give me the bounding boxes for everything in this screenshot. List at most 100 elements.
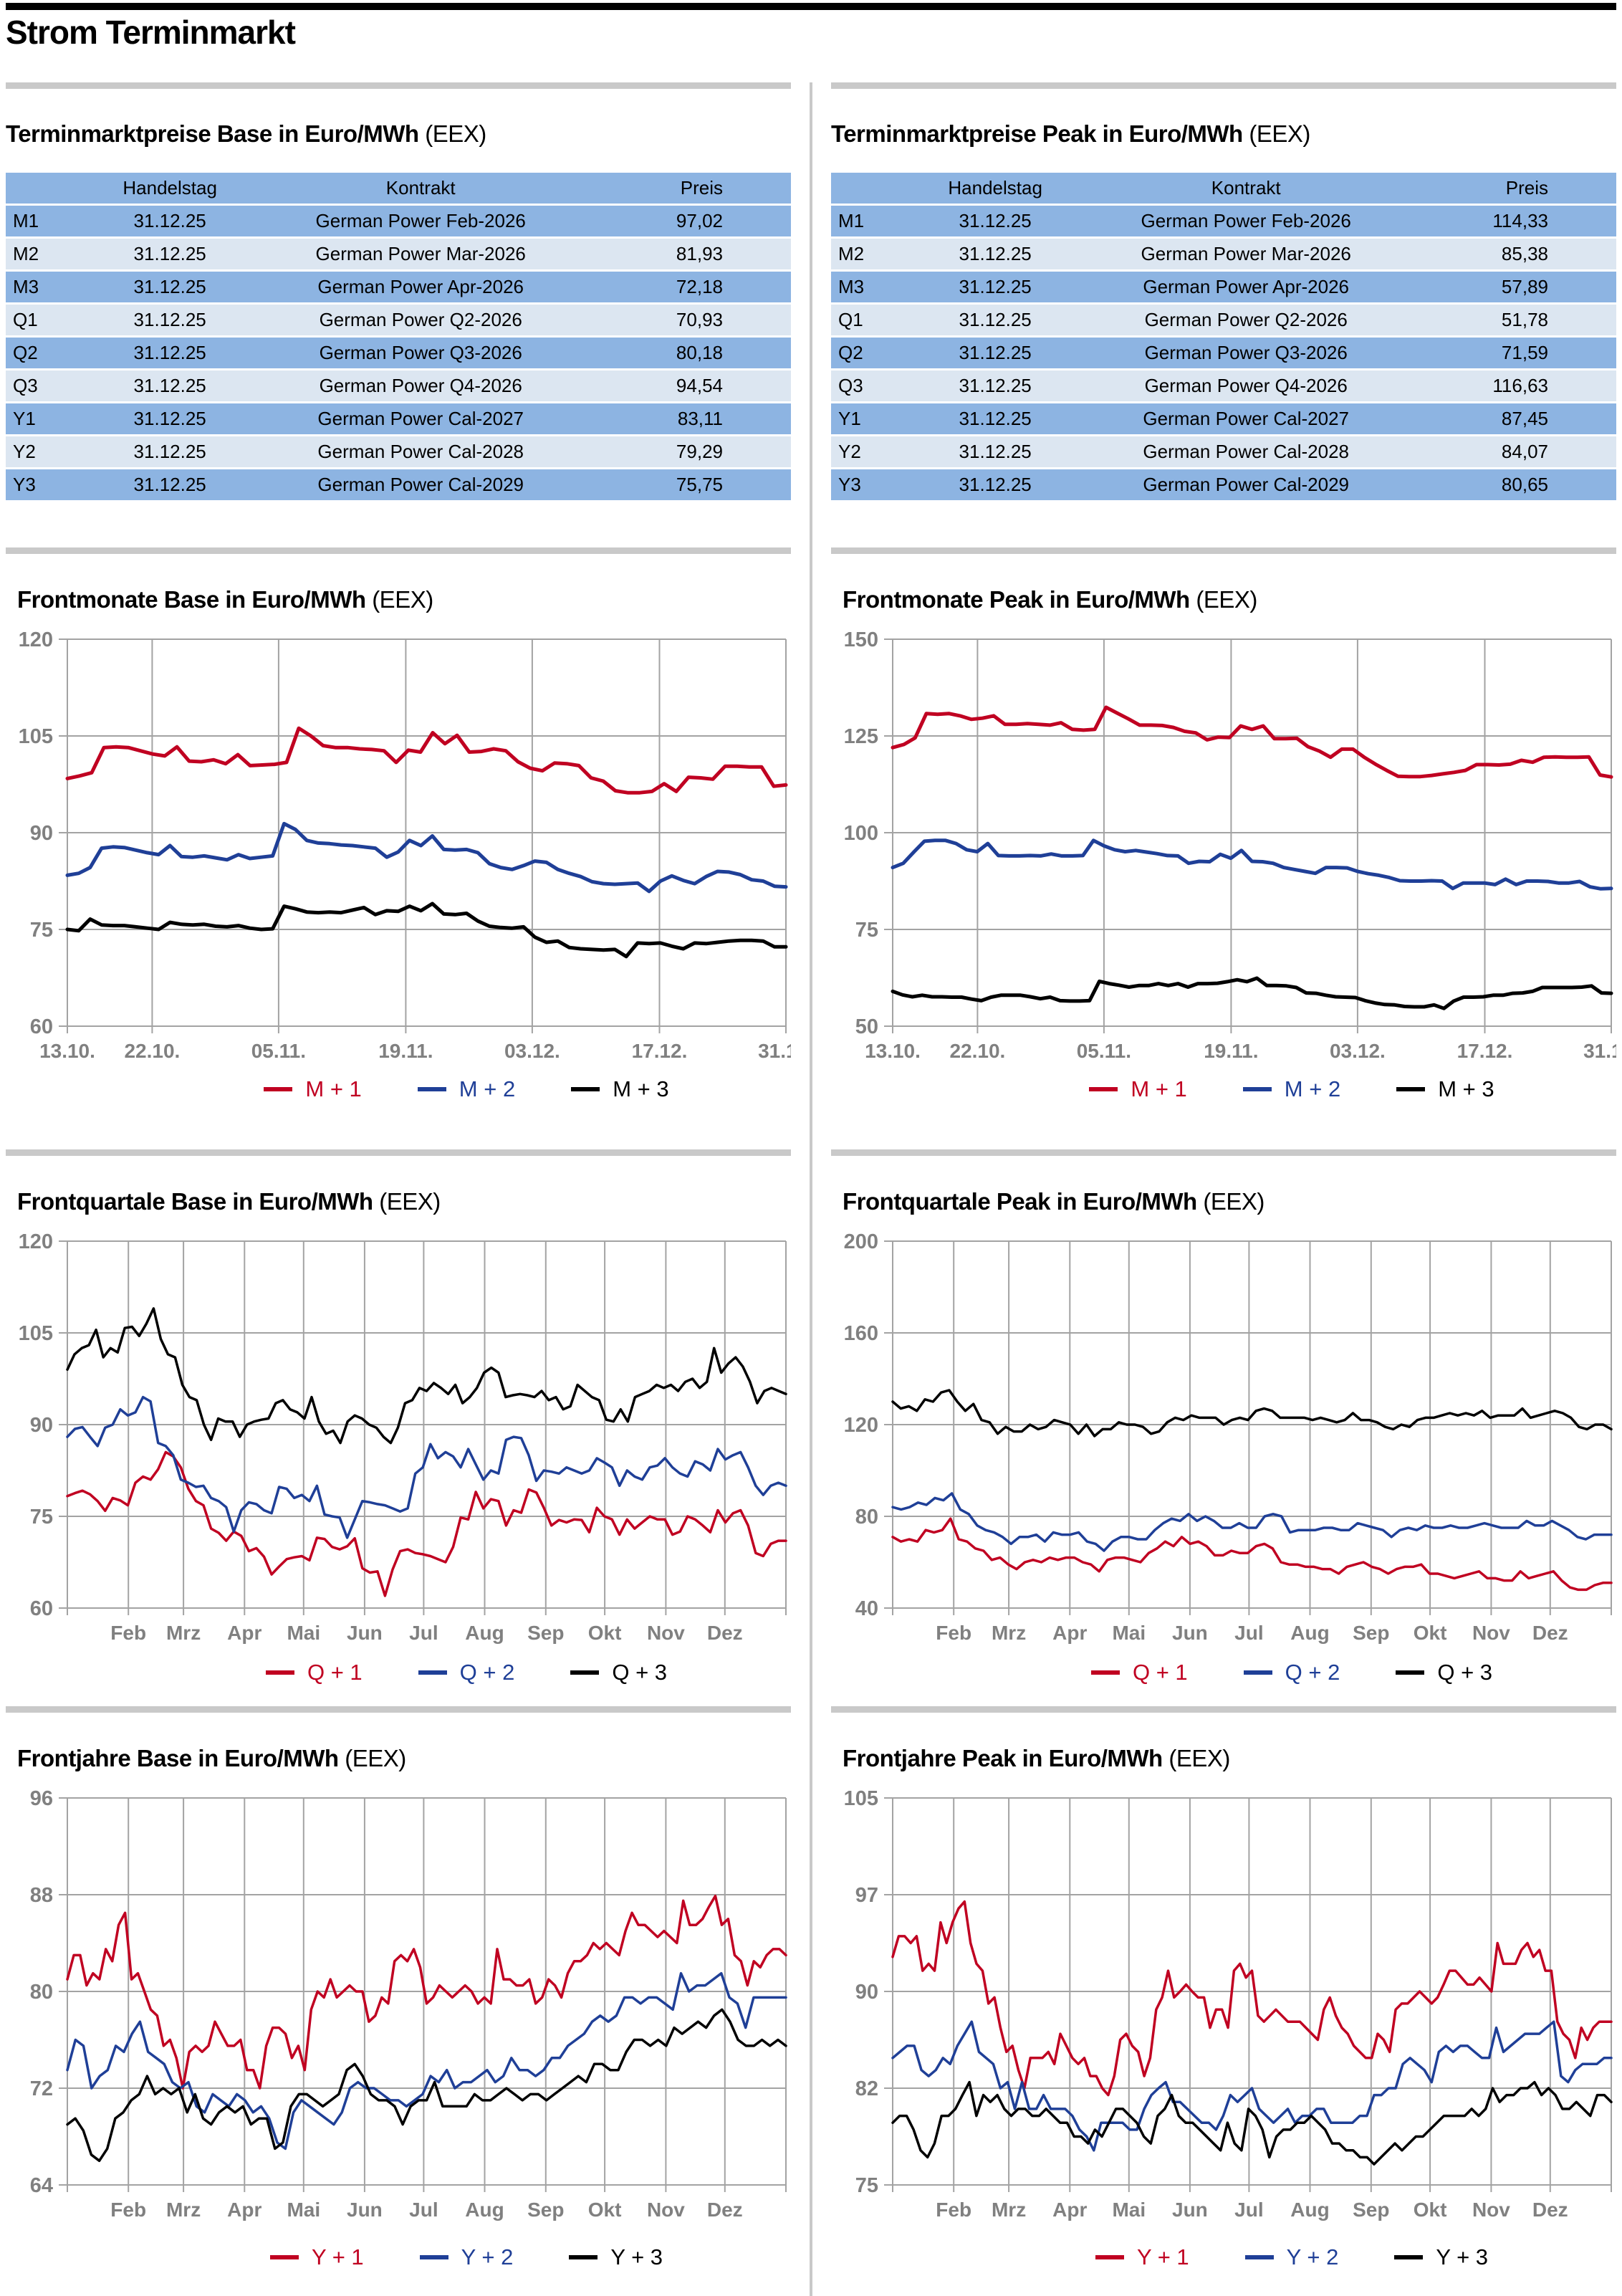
- svg-text:Nov: Nov: [647, 2199, 685, 2221]
- table-row: Y1 31.12.25 German Power Cal-2027 87,45: [831, 403, 1616, 434]
- table-cell: 75,75: [585, 469, 791, 500]
- table-cell: German Power Apr-2026: [256, 272, 586, 302]
- table-row: M2 31.12.25 German Power Mar-2026 85,38: [831, 239, 1616, 269]
- table-cell: German Power Cal-2027: [1081, 403, 1411, 434]
- svg-text:Jul: Jul: [1234, 2199, 1263, 2221]
- section-separator: [831, 1706, 1616, 1713]
- svg-text:105: 105: [19, 1322, 53, 1345]
- svg-text:Apr: Apr: [227, 2199, 261, 2221]
- svg-text:Feb: Feb: [936, 1622, 971, 1644]
- svg-text:Mai: Mai: [287, 2199, 320, 2221]
- legend-label: Q + 2: [459, 1660, 515, 1685]
- chart-legend: Y + 1 Y + 2 Y + 3: [831, 2242, 1616, 2273]
- column-divider: [810, 82, 812, 2296]
- svg-text:05.11.: 05.11.: [1077, 1040, 1131, 1062]
- table-title-peak: Terminmarktpreise Peak in Euro/MWh (EEX): [831, 120, 1310, 148]
- legend-label: Q + 3: [612, 1660, 668, 1685]
- right-column: Terminmarktpreise Peak in Euro/MWh (EEX)…: [831, 0, 1616, 2296]
- chart-canvas: 50 75 100 125 150 13.10. 22.10. 05.11. 19.11. 03.…: [844, 628, 1616, 1062]
- legend-item: Q + 1: [1090, 1660, 1188, 1685]
- svg-text:Jul: Jul: [1234, 1622, 1263, 1644]
- table-cell: Y2: [831, 436, 910, 467]
- legend-dash-icon: [418, 1670, 447, 1675]
- table-cell: German Power Mar-2026: [256, 239, 586, 269]
- table-cell: 94,54: [585, 370, 791, 401]
- table-cell: 31.12.25: [909, 403, 1082, 434]
- chart-title-suffix: (EEX): [372, 586, 433, 613]
- table-title-peak-suffix: (EEX): [1249, 120, 1310, 147]
- table-cell: 31.12.25: [909, 338, 1082, 368]
- price-table-grid: Handelstag Kontrakt Preis M1 31.12.25 German …: [6, 171, 791, 502]
- legend-item: M + 2: [417, 1076, 515, 1102]
- table-cell: M2: [831, 239, 910, 269]
- price-table-grid: Handelstag Kontrakt Preis M1 31.12.25 German …: [831, 171, 1616, 502]
- legend-item: Y + 2: [1244, 2244, 1338, 2270]
- svg-text:Dez: Dez: [1532, 1622, 1568, 1644]
- chart-title-text: Frontmonate Base in Euro/MWh: [17, 586, 366, 613]
- table-cell: Y1: [831, 403, 910, 434]
- svg-text:120: 120: [844, 1414, 878, 1437]
- table-cell: Y3: [6, 469, 85, 500]
- svg-text:80: 80: [30, 1981, 53, 2004]
- chart-legend: M + 1 M + 2 M + 3: [831, 1073, 1616, 1105]
- chart-canvas: 40 80 120 160 200 Feb Mrz Apr Mai Jun Jul Aug Sep Okt…: [844, 1230, 1613, 1644]
- table-cell: 31.12.25: [84, 338, 256, 368]
- svg-text:80: 80: [855, 1506, 878, 1529]
- table-cell: German Power Feb-2026: [1081, 206, 1411, 236]
- table-cell: 71,59: [1411, 338, 1616, 368]
- table-cell: German Power Q3-2026: [256, 338, 586, 368]
- section-separator: [6, 1149, 791, 1156]
- table-title-base: Terminmarktpreise Base in Euro/MWh (EEX): [6, 120, 486, 148]
- left-column: Terminmarktpreise Base in Euro/MWh (EEX)…: [6, 0, 791, 2296]
- legend-label: Y + 3: [1436, 2244, 1489, 2269]
- table-cell: 31.12.25: [84, 436, 256, 467]
- svg-text:19.11.: 19.11.: [378, 1040, 433, 1062]
- chart-title-suffix: (EEX): [379, 1188, 441, 1215]
- svg-text:Mai: Mai: [1112, 2199, 1146, 2221]
- table-row: M3 31.12.25 German Power Apr-2026 57,89: [831, 272, 1616, 302]
- table-row: Q2 31.12.25 German Power Q3-2026 71,59: [831, 338, 1616, 368]
- svg-text:Sep: Sep: [1353, 1622, 1389, 1644]
- svg-text:Mai: Mai: [1112, 1622, 1146, 1644]
- column-header: Handelstag: [909, 173, 1082, 204]
- table-cell: Y2: [6, 436, 85, 467]
- svg-text:03.12.: 03.12.: [504, 1040, 560, 1062]
- table-cell: 31.12.25: [84, 469, 256, 500]
- legend-item: M + 3: [571, 1076, 669, 1102]
- chart-legend: M + 1 M + 2 M + 3: [6, 1073, 791, 1105]
- chart-canvas: 75 82 90 97 105 Feb Mrz Apr Mai Jun Jul Aug Sep Okt No…: [844, 1787, 1613, 2221]
- legend-dash-icon: [419, 2255, 448, 2259]
- section-separator: [831, 547, 1616, 554]
- svg-text:05.11.: 05.11.: [251, 1040, 306, 1062]
- svg-text:150: 150: [844, 628, 878, 651]
- legend-label: M + 1: [1131, 1076, 1187, 1101]
- svg-text:75: 75: [855, 2174, 878, 2197]
- column-header: Preis: [1411, 173, 1616, 204]
- legend-dash-icon: [264, 1087, 293, 1091]
- svg-text:90: 90: [30, 822, 53, 845]
- table-cell: 81,93: [585, 239, 791, 269]
- svg-text:125: 125: [844, 725, 878, 748]
- svg-text:Jun: Jun: [347, 2199, 383, 2221]
- table-cell: M3: [6, 272, 85, 302]
- table-cell: Y1: [6, 403, 85, 434]
- legend-item: Y + 1: [269, 2244, 364, 2270]
- table-cell: German Power Feb-2026: [256, 206, 586, 236]
- svg-text:88: 88: [30, 1884, 53, 1907]
- svg-text:75: 75: [855, 919, 878, 942]
- svg-text:97: 97: [855, 1884, 878, 1907]
- svg-text:13.10.: 13.10.: [39, 1040, 95, 1062]
- legend-label: M + 2: [1284, 1076, 1341, 1101]
- table-cell: 114,33: [1411, 206, 1616, 236]
- table-cell: German Power Cal-2029: [256, 469, 586, 500]
- table-header-row: Handelstag Kontrakt Preis: [6, 173, 791, 204]
- svg-text:17.12.: 17.12.: [1457, 1040, 1513, 1062]
- legend-dash-icon: [1396, 1087, 1426, 1091]
- svg-text:Jun: Jun: [1172, 2199, 1208, 2221]
- legend-item: Q + 1: [265, 1660, 363, 1685]
- table-cell: German Power Cal-2029: [1081, 469, 1411, 500]
- legend-item: Q + 3: [570, 1660, 667, 1685]
- chart-title-text: Frontmonate Peak in Euro/MWh: [843, 586, 1190, 613]
- table-cell: 31.12.25: [909, 370, 1082, 401]
- svg-text:Okt: Okt: [1414, 2199, 1447, 2221]
